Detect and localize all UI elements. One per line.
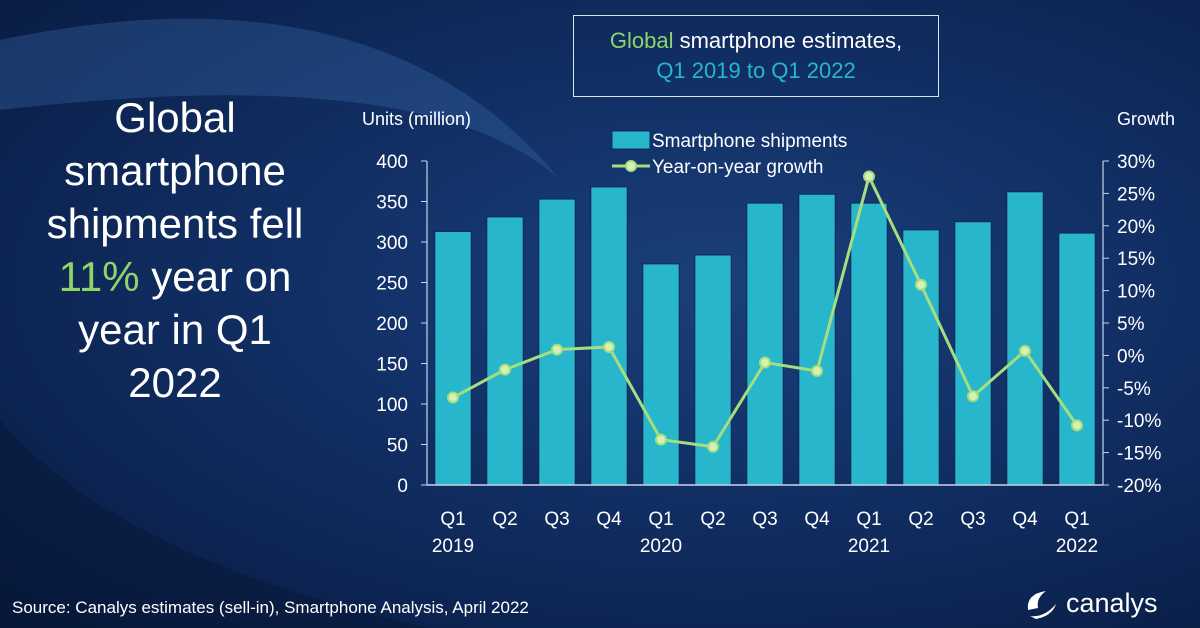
x-tick-label: Q4 [804, 509, 830, 530]
bar [954, 221, 992, 486]
x-tick-label: Q3 [544, 509, 569, 530]
chart-title-box: Global smartphone estimates, Q1 2019 to … [573, 15, 939, 97]
x-tick-label: Q4 [596, 509, 622, 530]
source-note: Source: Canalys estimates (sell-in), Sma… [12, 598, 529, 617]
growth-point [707, 440, 719, 453]
chart-title-main: smartphone estimates, [673, 28, 903, 53]
growth-point [967, 390, 979, 403]
x-year-label: 2020 [640, 536, 682, 557]
growth-point [759, 356, 771, 369]
y-tick-label: 250 [376, 274, 408, 295]
headline: Global smartphone shipments fell 11% yea… [10, 92, 340, 409]
canalys-logo: canalys [1022, 586, 1192, 624]
y2-tick-label: 30% [1117, 152, 1155, 173]
headline-line-2: smartphone [64, 146, 286, 194]
x-tick-label: Q3 [752, 509, 777, 530]
canalys-swirl-icon [1027, 591, 1056, 619]
growth-point [447, 391, 459, 404]
x-tick-label: Q1 [440, 509, 465, 530]
y2-tick-label: -10% [1117, 411, 1161, 432]
chart-title-period: Q1 2019 to Q1 2022 [656, 58, 856, 83]
growth-point [1019, 344, 1031, 357]
x-tick-label: Q2 [492, 509, 517, 530]
legend-line-marker [625, 160, 637, 172]
y2-tick-label: 5% [1117, 314, 1145, 335]
headline-line-4: 11% year on [10, 251, 340, 304]
bar [902, 229, 940, 486]
y-tick-label: 100 [376, 395, 408, 416]
growth-point [915, 278, 927, 291]
growth-point [655, 433, 667, 446]
y2-axis-title: Growth [1117, 109, 1175, 129]
x-tick-label: Q2 [908, 509, 933, 530]
growth-point [811, 364, 823, 377]
bar [538, 198, 576, 486]
x-tick-label: Q1 [1064, 509, 1089, 530]
x-tick-label: Q4 [1012, 509, 1038, 530]
legend-line-label: Year-on-year growth [652, 157, 823, 178]
y-axis-title: Units (million) [362, 109, 471, 129]
y2-tick-label: 0% [1117, 346, 1145, 367]
y2-tick-label: -5% [1117, 379, 1151, 400]
bar [798, 193, 836, 486]
headline-line-3: shipments fell [46, 199, 304, 247]
growth-point [603, 340, 615, 353]
chart-title-global: Global [609, 28, 674, 53]
x-tick-label: Q2 [700, 509, 725, 530]
y2-tick-label: -15% [1117, 444, 1161, 465]
y2-tick-label: 15% [1117, 249, 1155, 270]
x-year-label: 2021 [848, 536, 890, 557]
y-tick-label: 350 [376, 193, 408, 214]
x-tick-label: Q1 [856, 509, 881, 530]
canalys-wordmark: canalys [1066, 588, 1158, 618]
x-year-label: 2022 [1056, 536, 1098, 557]
x-tick-label: Q3 [960, 509, 985, 530]
headline-line-1: Global [114, 94, 236, 141]
x-tick-label: Q1 [648, 509, 673, 530]
legend-bar-swatch [611, 130, 651, 150]
bar [850, 202, 888, 486]
bar [1006, 191, 1044, 486]
bar [486, 216, 524, 486]
headline-line-4-rest: year on [139, 252, 292, 300]
growth-point [863, 170, 875, 183]
y-tick-label: 50 [387, 436, 408, 457]
y-tick-label: 300 [376, 233, 408, 254]
bar [434, 230, 472, 486]
legend-bar-label: Smartphone shipments [652, 131, 847, 152]
y-tick-label: 200 [376, 314, 408, 335]
bar [590, 186, 628, 486]
y2-tick-label: 10% [1117, 282, 1155, 303]
growth-point [551, 343, 563, 356]
y-tick-label: 150 [376, 355, 408, 376]
headline-highlight: 11% [58, 252, 140, 300]
y-tick-label: 400 [376, 152, 408, 173]
bar [1058, 232, 1096, 486]
y2-tick-label: -20% [1117, 476, 1161, 497]
headline-line-5: year in Q1 [78, 305, 272, 353]
growth-point [499, 363, 511, 376]
x-year-label: 2019 [432, 536, 474, 557]
y2-tick-label: 25% [1117, 184, 1155, 205]
headline-line-6: 2022 [128, 358, 222, 406]
growth-point [1071, 419, 1083, 432]
bar [746, 202, 784, 486]
y-tick-label: 0 [397, 476, 408, 497]
bar [642, 263, 680, 486]
y2-tick-label: 20% [1117, 217, 1155, 238]
